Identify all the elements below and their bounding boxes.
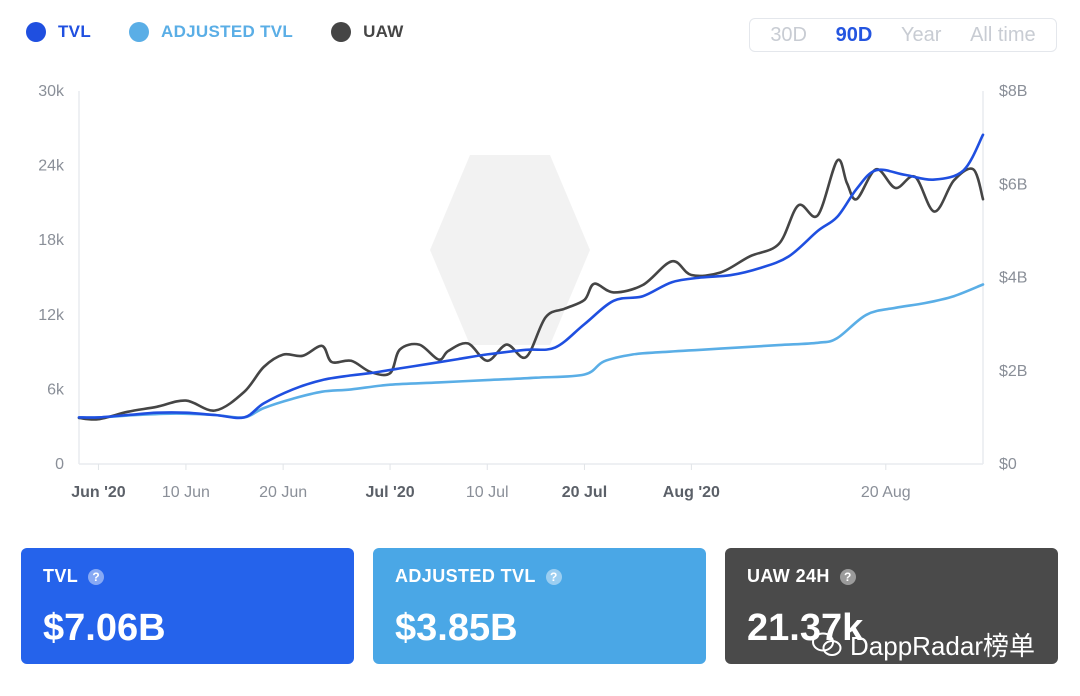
uaw-dot-icon	[331, 22, 352, 42]
stat-card-uaw-title: UAW 24H	[747, 566, 830, 586]
legend-item-tvl[interactable]: TVL	[26, 22, 91, 42]
y-right-tick-label: $6B	[999, 176, 1027, 193]
stat-card-uaw-24h: UAW 24H ? 21.37k	[725, 548, 1058, 664]
x-tick-label: 10 Jun	[162, 484, 210, 501]
y-right-tick-label: $0	[999, 456, 1017, 473]
y-right-tick-label: $2B	[999, 363, 1027, 380]
help-icon[interactable]: ?	[839, 568, 856, 585]
x-tick-label: Aug '20	[663, 484, 720, 501]
x-tick-label: 20 Aug	[861, 484, 911, 501]
range-button-90d[interactable]: 90D	[835, 23, 873, 46]
range-button-30d[interactable]: 30D	[770, 23, 808, 46]
legend-item-adjusted-tvl[interactable]: ADJUSTED TVL	[129, 22, 293, 42]
x-tick-label: Jul '20	[365, 484, 414, 501]
tvl-dot-icon	[26, 22, 46, 42]
y-right-tick-label: $8B	[999, 83, 1027, 100]
y-left-tick-label: 18k	[38, 232, 65, 249]
legend-item-uaw[interactable]: UAW	[331, 22, 404, 42]
help-icon[interactable]: ?	[545, 568, 562, 585]
watermark-text: DappRadar榜单	[850, 631, 1035, 661]
x-tick-label: Jun '20	[71, 484, 126, 501]
stat-card-adjusted-tvl-title: ADJUSTED TVL	[395, 566, 536, 586]
legend-label-uaw: UAW	[363, 22, 404, 41]
stat-card-adjusted-tvl-header: ADJUSTED TVL ?	[395, 566, 684, 587]
time-range-selector: 30D 90D Year All time	[749, 18, 1057, 52]
y-right-tick-label: $4B	[999, 270, 1027, 287]
chart-legend: TVL ADJUSTED TVL UAW	[26, 22, 404, 42]
stat-card-tvl-value: $7.06B	[43, 607, 166, 649]
y-left-tick-label: 30k	[38, 83, 65, 100]
dapp-watermark-logo	[430, 155, 590, 345]
wechat-icon	[812, 632, 842, 656]
stat-card-tvl-header: TVL ?	[43, 566, 332, 587]
x-tick-label: 20 Jul	[562, 484, 607, 501]
adjusted-tvl-dot-icon	[129, 22, 150, 42]
series-line-tvl	[77, 133, 985, 420]
wechat-watermark: DappRadar榜单	[812, 626, 1035, 663]
stat-card-tvl: TVL ? $7.06B	[21, 548, 354, 664]
y-left-tick-label: 0	[55, 456, 64, 473]
range-button-year[interactable]: Year	[901, 23, 942, 46]
chart-area: 0 6k 12k 18k 24k 30k $0 $2B $4B $6B $8B Jun '20 10 J…	[0, 70, 1080, 520]
x-tick-label: 20 Jun	[259, 484, 307, 501]
x-tick-label: 10 Jul	[466, 484, 509, 501]
y-left-tick-label: 6k	[47, 381, 65, 398]
stat-card-uaw-value: 21.37k	[747, 607, 864, 649]
y-left-tick-label: 24k	[38, 158, 65, 175]
legend-label-adjusted-tvl: ADJUSTED TVL	[161, 22, 294, 41]
help-icon[interactable]: ?	[88, 568, 105, 585]
range-button-all-time[interactable]: All time	[970, 23, 1036, 46]
legend-label-tvl: TVL	[58, 22, 92, 41]
stat-card-adjusted-tvl: ADJUSTED TVL ? $3.85B	[373, 548, 706, 664]
y-left-tick-label: 12k	[38, 307, 65, 324]
stat-card-adjusted-tvl-value: $3.85B	[395, 607, 518, 649]
line-chart: 0 6k 12k 18k 24k 30k $0 $2B $4B $6B $8B Jun '20 10 J…	[38, 83, 1027, 501]
stat-card-tvl-title: TVL	[43, 566, 79, 586]
stat-card-uaw-header: UAW 24H ?	[747, 566, 1036, 587]
